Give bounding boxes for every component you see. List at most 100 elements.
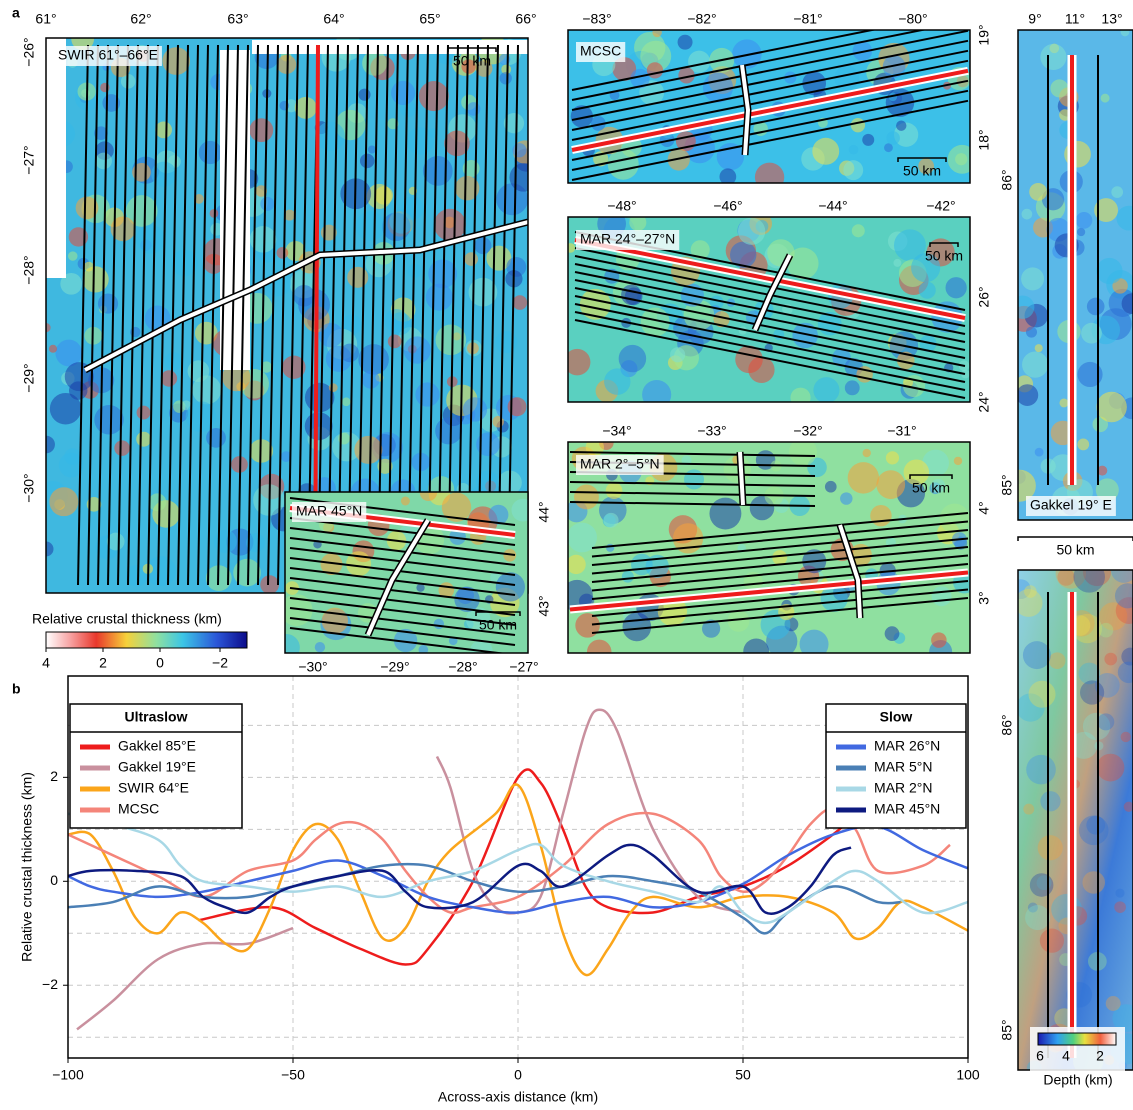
- x-tick-label: 50: [735, 1067, 751, 1083]
- x-tick-label: 100: [956, 1067, 980, 1083]
- texture-blob: [1077, 439, 1089, 451]
- texture-blob: [825, 481, 837, 493]
- texture-blob: [260, 197, 274, 211]
- lon-label: −28°: [448, 659, 477, 675]
- texture-blob: [684, 469, 704, 489]
- lon-label: −31°: [887, 423, 916, 439]
- scale-label: 50 km: [1056, 542, 1094, 558]
- lat-label: 18°: [976, 129, 992, 150]
- texture-blob: [1038, 835, 1063, 860]
- texture-blob: [1040, 791, 1060, 811]
- texture-blob: [305, 412, 333, 440]
- legend-label: MAR 45°N: [874, 801, 940, 817]
- texture-blob: [790, 388, 810, 408]
- texture-blob: [670, 347, 685, 362]
- lon-label: −34°: [602, 423, 631, 439]
- texture-blob: [1023, 804, 1034, 815]
- texture-blob: [260, 575, 279, 594]
- texture-blob: [604, 368, 630, 394]
- lat-label: −28°: [21, 255, 37, 284]
- texture-blob: [404, 336, 431, 363]
- texture-blob: [886, 451, 899, 464]
- texture-blob: [652, 28, 662, 38]
- texture-blob: [1025, 905, 1050, 930]
- figure: a SWIR 61°–66°E61°62°63°64°65°66°−26°−27…: [0, 0, 1133, 1110]
- texture-blob: [738, 218, 765, 245]
- texture-blob: [884, 143, 893, 152]
- panel-label: b: [12, 681, 21, 697]
- texture-blob: [495, 331, 517, 353]
- x-tick-label: −100: [52, 1067, 84, 1083]
- texture-blob: [277, 247, 289, 259]
- texture-blob: [840, 492, 852, 504]
- texture-blob: [940, 504, 970, 534]
- texture-blob: [919, 282, 936, 299]
- legend-label: MCSC: [118, 801, 159, 817]
- texture-blob: [1011, 295, 1034, 318]
- colorbar-title: Depth (km): [1043, 1072, 1112, 1088]
- lon-label: −44°: [818, 198, 847, 214]
- texture-blob: [1040, 44, 1066, 70]
- texture-blob: [1114, 901, 1126, 913]
- texture-blob: [509, 163, 538, 192]
- texture-blob: [678, 35, 693, 50]
- colorbar: [46, 632, 247, 648]
- texture-blob: [1035, 448, 1044, 457]
- scale-label: 50 km: [903, 163, 941, 179]
- lon-label: 62°: [130, 11, 151, 27]
- legend-label: Gakkel 85°E: [118, 738, 196, 754]
- texture-blob: [863, 449, 871, 457]
- texture-blob: [155, 121, 172, 138]
- lon-label: −46°: [713, 198, 742, 214]
- panel-label: a: [12, 5, 20, 21]
- texture-blob: [1082, 871, 1105, 894]
- lon-label: 61°: [35, 11, 56, 27]
- colorbar-tick-label: 4: [42, 655, 50, 671]
- texture-blob: [165, 352, 183, 370]
- texture-blob: [1035, 344, 1043, 352]
- texture-blob: [415, 382, 439, 406]
- lat-label: 43°: [536, 595, 552, 616]
- texture-blob: [886, 131, 899, 144]
- texture-blob: [1097, 713, 1114, 730]
- texture-blob: [192, 375, 221, 404]
- map-blank: [46, 38, 66, 278]
- texture-blob: [388, 335, 402, 349]
- texture-blob: [575, 613, 600, 638]
- colorbar-tick-label: 6: [1036, 1048, 1044, 1064]
- map-title: MAR 24°–27°N: [580, 231, 675, 247]
- y-axis-label: Relative crustal thickness (km): [19, 772, 35, 962]
- texture-blob: [273, 634, 300, 661]
- texture-blob: [1023, 641, 1051, 669]
- texture-blob: [249, 118, 273, 142]
- texture-blob: [137, 406, 151, 420]
- legend-label: SWIR 64°E: [118, 780, 189, 796]
- texture-blob: [851, 118, 865, 132]
- lat-label: −29°: [21, 363, 37, 392]
- texture-blob: [1099, 623, 1114, 638]
- texture-blob: [608, 149, 639, 180]
- texture-blob: [94, 405, 123, 434]
- texture-blob: [812, 138, 839, 165]
- scale-label: 50 km: [925, 248, 963, 264]
- texture-blob: [199, 141, 222, 164]
- texture-blob: [1111, 186, 1123, 198]
- texture-blob: [162, 47, 190, 75]
- texture-blob: [315, 642, 325, 652]
- texture-blob: [1106, 996, 1121, 1011]
- texture-blob: [954, 457, 962, 465]
- colorbar-tick-label: −2: [212, 655, 228, 671]
- lat-label: 19°: [976, 24, 992, 45]
- texture-blob: [148, 493, 166, 511]
- texture-blob: [574, 485, 599, 510]
- lat-label: 3°: [976, 591, 992, 604]
- texture-blob: [843, 160, 863, 180]
- texture-blob: [360, 154, 375, 169]
- texture-blob: [622, 571, 634, 583]
- texture-blob: [946, 277, 967, 298]
- texture-blob: [800, 630, 829, 659]
- texture-blob: [1050, 79, 1068, 97]
- texture-blob: [98, 293, 118, 313]
- texture-blob: [743, 639, 769, 665]
- lon-label: 9°: [1028, 11, 1041, 27]
